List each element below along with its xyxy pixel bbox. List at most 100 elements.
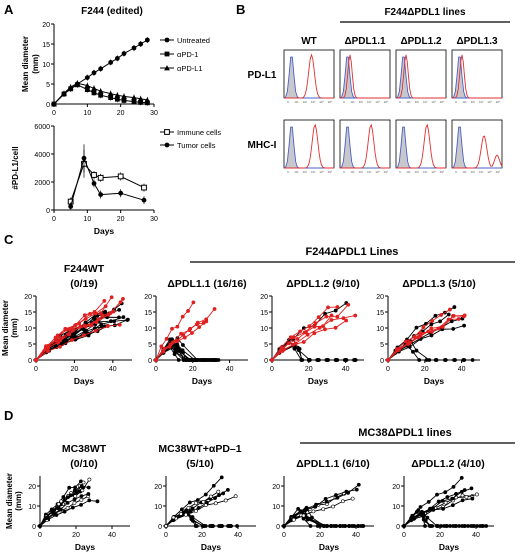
d-regress-point <box>190 515 195 519</box>
c-subplot-title: ΔPDL1.3 (5/10) <box>402 278 476 290</box>
b-x-tick-label: 0 <box>343 170 345 174</box>
d-plot-x-tick-label: 40 <box>234 532 242 539</box>
d-growth-point <box>213 501 218 506</box>
d-growth-point <box>216 489 221 494</box>
c-red-growth-point <box>212 307 217 311</box>
c-growth-point <box>449 319 454 324</box>
d-growth-point <box>436 499 441 504</box>
c-red-growth-point <box>312 331 317 336</box>
b-x-tick-label: 10² <box>303 170 307 174</box>
c-plot-y-tick-label: 5 <box>380 342 384 349</box>
c-red-growth-point <box>295 337 300 341</box>
c-red-growth-point <box>462 313 467 318</box>
a-top-point <box>108 95 114 100</box>
a-bot-point <box>68 204 74 209</box>
c-red-growth-line <box>271 306 338 361</box>
b-x-tick-label: 10⁵ <box>384 100 389 104</box>
a-bot-point <box>81 155 87 161</box>
b-x-tick-label: 10² <box>471 100 475 104</box>
b-x-tick-label: 0 <box>455 170 457 174</box>
d-regress-point <box>315 524 320 528</box>
c-red-growth-point <box>83 317 88 321</box>
a-bot-legend-marker <box>164 142 170 148</box>
d-growth-point <box>73 494 78 499</box>
d-growth-point <box>334 493 338 497</box>
a-top-point <box>138 100 144 105</box>
c-red-growth-point <box>329 313 334 318</box>
c-red-growth-point <box>121 297 125 301</box>
d-regress-point <box>460 524 465 528</box>
b-x-tick-label: 10³ <box>479 170 483 174</box>
c-red-growth-point <box>448 307 452 312</box>
b-x-tick-label: 10³ <box>367 170 371 174</box>
d-growth-point <box>217 493 221 497</box>
d-regress-point <box>430 524 435 528</box>
c-plot-y-tick-label: 0 <box>148 358 152 365</box>
b-x-tick-label: 10⁴ <box>431 170 436 174</box>
a-top-point <box>108 60 114 65</box>
a-top-point <box>114 56 120 61</box>
c-group-header: F244ΔPDL1 Lines <box>306 246 399 258</box>
d-xlabel: Days <box>439 542 460 552</box>
d-growth-point <box>313 504 318 509</box>
c-red-growth-point <box>335 305 340 309</box>
c-red-growth-line <box>271 315 356 361</box>
c-red-growth-point <box>313 321 318 326</box>
b-col-label: ΔPDL1.1 <box>344 36 386 47</box>
d-growth-point <box>459 489 464 494</box>
c-red-growth-point <box>164 336 169 341</box>
c-regress-point <box>443 358 448 362</box>
c-red-growth-point <box>335 314 340 319</box>
c-regress-point <box>306 358 311 362</box>
a-top-point <box>121 51 127 56</box>
a-top-point <box>84 82 91 88</box>
c-red-growth-point <box>324 314 329 319</box>
c-regress-point <box>470 358 475 362</box>
c-growth-line <box>387 325 465 361</box>
a-bot-point <box>141 197 147 203</box>
c-red-growth-point <box>408 340 412 345</box>
c-red-growth-point <box>53 335 58 340</box>
b-x-tick-label: 0 <box>343 100 345 104</box>
d-growth-point <box>443 500 448 505</box>
d-growth-point <box>459 475 464 480</box>
c-subplot-title: ΔPDL1.2 (9/10) <box>286 278 360 290</box>
a-top-y-tick-label: 20 <box>42 22 50 29</box>
c-regress-point <box>411 349 415 354</box>
a-bot-point <box>97 174 104 181</box>
c-regress-point <box>299 358 304 362</box>
d-growth-point <box>81 485 86 490</box>
d-plot-x-tick-label: 20 <box>316 532 324 539</box>
b-x-tick-label: 10² <box>415 170 419 174</box>
a-top-y-tick-label: 15 <box>42 42 50 49</box>
d-growth-point <box>51 511 56 516</box>
c-regress-point <box>181 343 185 347</box>
c-red-growth-point <box>440 324 445 329</box>
a-top-point <box>138 41 144 47</box>
d-plot-y-tick-label: 20 <box>272 484 280 491</box>
d-growth-point <box>431 507 436 512</box>
c-plot-x-tick-label: 40 <box>109 366 117 373</box>
b-x-tick-label: 10⁵ <box>384 170 389 174</box>
d-growth-point <box>61 495 66 499</box>
c-plot-y-tick-label: 15 <box>144 310 152 317</box>
c-red-growth-point <box>102 298 107 303</box>
d-growth-point <box>87 498 92 503</box>
d-regress-point <box>211 524 215 528</box>
a-top-point <box>107 90 114 96</box>
c-red-growth-point <box>34 358 38 362</box>
b-x-tick-label: 10² <box>303 100 307 104</box>
c-growth-point <box>433 313 438 318</box>
a-top-point <box>84 75 90 80</box>
c-red-growth-point <box>167 344 172 349</box>
a-top-ylabel-unit: (mm) <box>31 54 40 74</box>
c-subplot-title: ΔPDL1.1 (16/16) <box>167 278 246 290</box>
c-xlabel: Days <box>74 376 95 386</box>
d-growth-point <box>95 499 100 504</box>
c-red-growth-point <box>270 358 274 362</box>
c-red-growth-point <box>403 339 408 344</box>
b-stain-trace <box>452 135 503 169</box>
b-x-tick-label: 10³ <box>311 170 315 174</box>
b-x-tick-label: 0 <box>287 100 289 104</box>
d-growth-point <box>233 494 238 499</box>
